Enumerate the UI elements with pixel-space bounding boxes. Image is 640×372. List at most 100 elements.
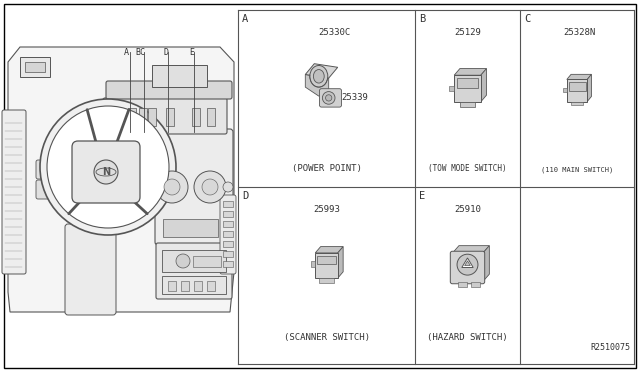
Polygon shape <box>305 74 329 96</box>
Polygon shape <box>462 258 473 267</box>
Circle shape <box>194 171 226 203</box>
Bar <box>139 108 147 126</box>
Text: (HAZARD SWITCH): (HAZARD SWITCH) <box>427 333 508 342</box>
Bar <box>148 108 156 126</box>
Circle shape <box>164 179 180 195</box>
Circle shape <box>223 182 233 192</box>
Bar <box>311 261 316 267</box>
Polygon shape <box>338 247 343 278</box>
FancyBboxPatch shape <box>220 195 236 274</box>
Bar <box>449 86 454 92</box>
FancyBboxPatch shape <box>106 81 232 99</box>
Bar <box>207 281 215 291</box>
FancyBboxPatch shape <box>72 141 140 203</box>
FancyBboxPatch shape <box>36 180 70 199</box>
Bar <box>567 80 588 102</box>
Polygon shape <box>588 74 591 102</box>
Text: BC: BC <box>135 48 145 57</box>
Ellipse shape <box>323 92 335 104</box>
Text: (110 MAIN SWITCH): (110 MAIN SWITCH) <box>541 167 613 173</box>
Polygon shape <box>454 68 486 75</box>
Bar <box>460 102 475 106</box>
FancyBboxPatch shape <box>155 129 233 245</box>
Polygon shape <box>465 261 470 266</box>
Text: C: C <box>524 14 531 24</box>
Bar <box>20 57 50 77</box>
Text: A: A <box>124 48 129 57</box>
Bar <box>181 281 189 291</box>
Bar <box>25 62 45 72</box>
Text: D: D <box>163 48 168 57</box>
Bar <box>458 282 467 286</box>
Bar <box>152 65 207 87</box>
Bar <box>319 278 333 283</box>
Circle shape <box>40 99 176 235</box>
Ellipse shape <box>310 65 328 87</box>
FancyBboxPatch shape <box>65 224 116 315</box>
Bar <box>454 75 481 102</box>
FancyBboxPatch shape <box>156 243 232 299</box>
Bar <box>223 261 233 267</box>
Bar <box>192 108 200 126</box>
Bar <box>128 108 136 126</box>
Polygon shape <box>481 68 486 102</box>
Bar <box>207 108 215 126</box>
Text: 25330C: 25330C <box>319 28 351 37</box>
Text: 25328N: 25328N <box>563 28 595 37</box>
Text: B: B <box>419 14 425 24</box>
Text: E: E <box>419 191 425 201</box>
FancyBboxPatch shape <box>2 110 26 274</box>
Circle shape <box>94 160 118 184</box>
Circle shape <box>176 254 190 268</box>
Bar <box>193 256 221 267</box>
FancyBboxPatch shape <box>36 160 75 179</box>
FancyBboxPatch shape <box>103 98 227 134</box>
Bar <box>457 78 478 87</box>
Bar <box>163 219 218 237</box>
Bar <box>571 102 583 105</box>
Text: A: A <box>242 14 248 24</box>
Bar <box>223 231 233 237</box>
Text: (TOW MODE SWITCH): (TOW MODE SWITCH) <box>428 164 507 173</box>
Polygon shape <box>316 247 343 253</box>
Text: E: E <box>189 48 195 57</box>
Text: (SCANNER SWITCH): (SCANNER SWITCH) <box>284 333 369 342</box>
Bar <box>223 211 233 217</box>
Polygon shape <box>110 111 122 121</box>
Polygon shape <box>483 246 490 282</box>
Bar <box>563 88 567 92</box>
Bar <box>168 281 176 291</box>
Circle shape <box>457 254 478 275</box>
Ellipse shape <box>326 95 332 101</box>
Ellipse shape <box>314 70 324 83</box>
FancyBboxPatch shape <box>451 251 484 284</box>
Bar <box>162 276 226 294</box>
Text: D: D <box>242 191 248 201</box>
Bar <box>317 256 336 264</box>
Text: (POWER POINT): (POWER POINT) <box>292 164 362 173</box>
Circle shape <box>156 171 188 203</box>
Text: 25129: 25129 <box>454 28 481 37</box>
Bar <box>223 221 233 227</box>
Circle shape <box>47 106 169 228</box>
Bar <box>162 250 226 272</box>
Polygon shape <box>8 47 234 312</box>
Polygon shape <box>305 64 338 78</box>
Circle shape <box>202 179 218 195</box>
Bar <box>223 251 233 257</box>
Polygon shape <box>452 246 490 253</box>
Text: 25993: 25993 <box>313 205 340 214</box>
Bar <box>166 108 174 126</box>
Bar <box>223 241 233 247</box>
Text: 25339: 25339 <box>342 93 369 103</box>
Text: N: N <box>102 167 110 177</box>
FancyBboxPatch shape <box>319 89 342 107</box>
Bar <box>223 201 233 207</box>
Bar <box>316 253 338 278</box>
Polygon shape <box>567 74 591 80</box>
Text: 25910: 25910 <box>454 205 481 214</box>
Bar <box>471 282 480 286</box>
Bar <box>194 281 202 291</box>
Bar <box>568 82 586 90</box>
Text: R2510075: R2510075 <box>590 343 630 352</box>
